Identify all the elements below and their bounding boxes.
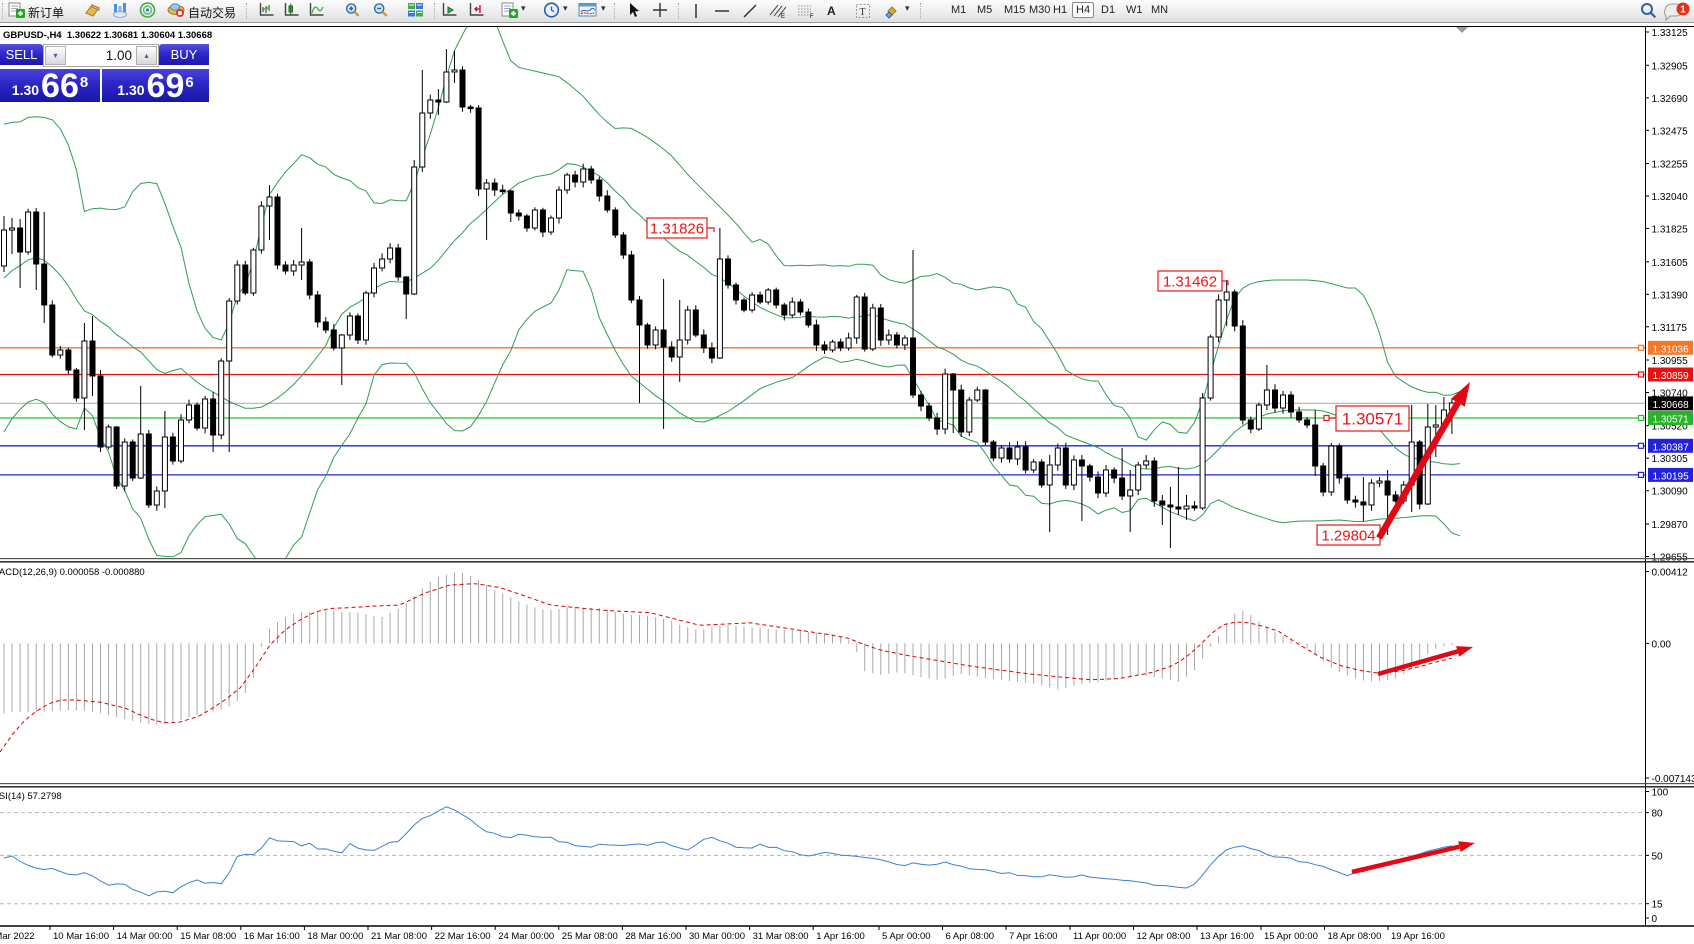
svg-text:1.31175: 1.31175 bbox=[1652, 323, 1688, 334]
svg-text:1.31462: 1.31462 bbox=[1163, 273, 1217, 290]
svg-text:1.32255: 1.32255 bbox=[1652, 160, 1689, 171]
svg-text:0.00: 0.00 bbox=[1652, 639, 1672, 650]
svg-text:1.30668: 1.30668 bbox=[1653, 400, 1690, 411]
svg-text:1.33125: 1.33125 bbox=[1652, 28, 1689, 39]
svg-text:RSI(14) 57.2798: RSI(14) 57.2798 bbox=[0, 791, 62, 802]
svg-text:5 Apr 00:00: 5 Apr 00:00 bbox=[882, 931, 931, 942]
svg-text:10 Mar 16:00: 10 Mar 16:00 bbox=[53, 931, 109, 942]
svg-text:1.32040: 1.32040 bbox=[1652, 192, 1689, 203]
svg-text:1.30571: 1.30571 bbox=[1342, 410, 1403, 429]
svg-text:1.30955: 1.30955 bbox=[1652, 356, 1689, 367]
svg-text:1.30090: 1.30090 bbox=[1652, 487, 1689, 498]
svg-text:1.29870: 1.29870 bbox=[1652, 520, 1689, 531]
svg-text:15: 15 bbox=[1652, 900, 1664, 911]
svg-text:100: 100 bbox=[1652, 788, 1669, 799]
svg-text:1: 1 bbox=[1680, 5, 1686, 16]
svg-text:25 Mar 08:00: 25 Mar 08:00 bbox=[562, 931, 618, 942]
svg-text:1.32690: 1.32690 bbox=[1652, 94, 1689, 105]
svg-text:F: F bbox=[810, 14, 814, 19]
svg-text:15 Apr 00:00: 15 Apr 00:00 bbox=[1264, 931, 1318, 942]
svg-text:19 Apr 16:00: 19 Apr 16:00 bbox=[1391, 931, 1445, 942]
svg-text:12 Apr 08:00: 12 Apr 08:00 bbox=[1137, 931, 1191, 942]
svg-text:1.31826: 1.31826 bbox=[650, 220, 704, 237]
svg-text:1.30740: 1.30740 bbox=[1652, 389, 1689, 400]
svg-text:22 Mar 16:00: 22 Mar 16:00 bbox=[435, 931, 491, 942]
svg-text:E: E bbox=[781, 14, 785, 19]
svg-text:6 Apr 08:00: 6 Apr 08:00 bbox=[946, 931, 995, 942]
svg-text:1 Apr 16:00: 1 Apr 16:00 bbox=[816, 931, 865, 942]
svg-text:1.30859: 1.30859 bbox=[1653, 371, 1690, 382]
svg-text:24 Mar 00:00: 24 Mar 00:00 bbox=[498, 931, 554, 942]
svg-text:MACD(12,26,9) 0.000058 -0.0008: MACD(12,26,9) 0.000058 -0.000880 bbox=[0, 567, 145, 578]
svg-text:1.31036: 1.31036 bbox=[1653, 344, 1690, 355]
svg-text:-0.007143: -0.007143 bbox=[1652, 774, 1694, 785]
svg-text:50: 50 bbox=[1652, 851, 1664, 862]
svg-text:1.31605: 1.31605 bbox=[1652, 258, 1689, 269]
svg-text:1.30571: 1.30571 bbox=[1653, 415, 1690, 426]
svg-text:1.31825: 1.31825 bbox=[1652, 225, 1689, 236]
svg-text:7 Apr 16:00: 7 Apr 16:00 bbox=[1009, 931, 1058, 942]
svg-text:28 Mar 16:00: 28 Mar 16:00 bbox=[625, 931, 681, 942]
svg-text:T: T bbox=[860, 7, 866, 18]
svg-text:21 Mar 08:00: 21 Mar 08:00 bbox=[371, 931, 427, 942]
svg-text:1.32905: 1.32905 bbox=[1652, 61, 1689, 72]
svg-text:1.30305: 1.30305 bbox=[1652, 454, 1689, 465]
svg-text:1.32475: 1.32475 bbox=[1652, 126, 1689, 137]
svg-text:1.31390: 1.31390 bbox=[1652, 290, 1689, 301]
svg-text:16 Mar 16:00: 16 Mar 16:00 bbox=[244, 931, 300, 942]
svg-text:1.30195: 1.30195 bbox=[1653, 471, 1690, 482]
svg-text:30 Mar 00:00: 30 Mar 00:00 bbox=[689, 931, 745, 942]
svg-text:0.00412: 0.00412 bbox=[1652, 568, 1689, 579]
svg-text:80: 80 bbox=[1652, 809, 1664, 820]
svg-text:14 Mar 00:00: 14 Mar 00:00 bbox=[117, 931, 173, 942]
svg-text:31 Mar 08:00: 31 Mar 08:00 bbox=[753, 931, 809, 942]
svg-text:18 Apr 08:00: 18 Apr 08:00 bbox=[1328, 931, 1382, 942]
svg-text:18 Mar 00:00: 18 Mar 00:00 bbox=[307, 931, 363, 942]
svg-text:0: 0 bbox=[1652, 914, 1658, 925]
svg-text:11 Apr 00:00: 11 Apr 00:00 bbox=[1073, 931, 1126, 942]
svg-text:13 Apr 16:00: 13 Apr 16:00 bbox=[1200, 931, 1254, 942]
svg-text:1.30387: 1.30387 bbox=[1653, 442, 1690, 453]
svg-text:1.30520: 1.30520 bbox=[1652, 422, 1689, 433]
svg-text:9 Mar 2022: 9 Mar 2022 bbox=[0, 931, 35, 942]
svg-text:15 Mar 08:00: 15 Mar 08:00 bbox=[180, 931, 236, 942]
svg-text:1.29804: 1.29804 bbox=[1321, 527, 1375, 544]
